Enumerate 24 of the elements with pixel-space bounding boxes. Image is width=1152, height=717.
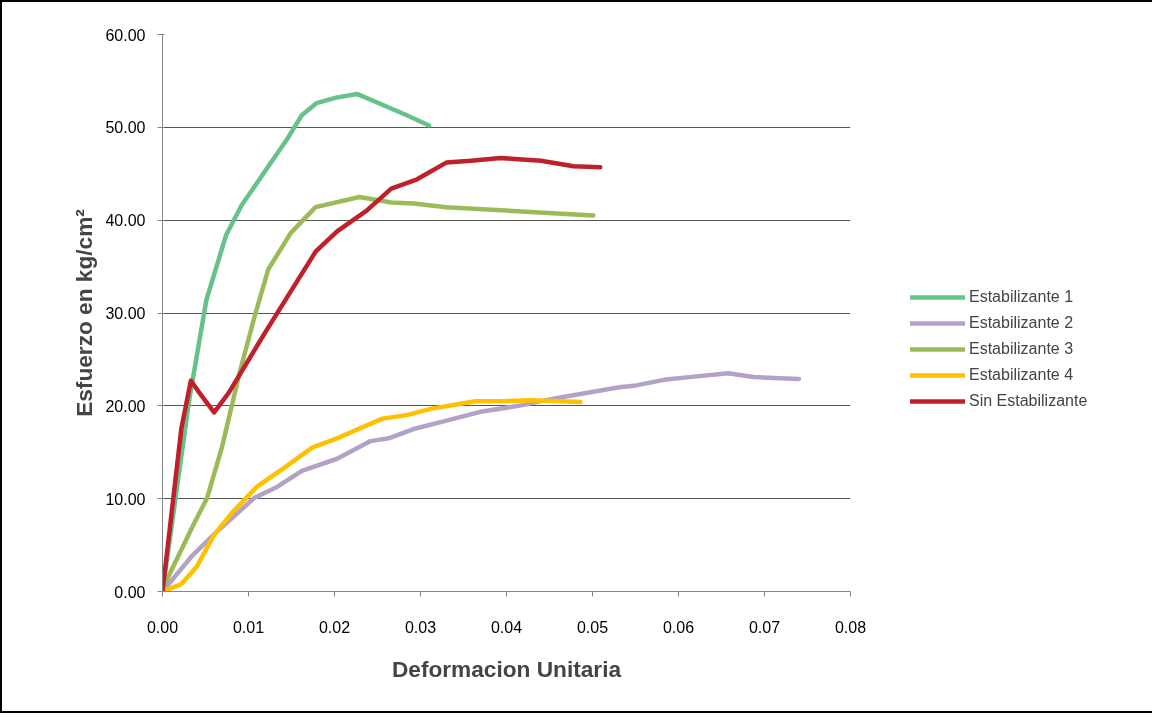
x-tick-label: 0.08 [834,618,867,636]
y-tick-label: 40.00 [105,212,146,230]
line-series [162,398,583,592]
y-tick-label: 50.00 [105,119,146,137]
x-tick-label: 0.05 [576,618,609,636]
y-tick-label: 30.00 [105,305,146,322]
y-tick-label: 0.00 [114,583,146,601]
x-axis-title: Deformacion Unitaria [391,655,622,682]
legend-label: Estabilizante 2 [969,314,1074,332]
legend-label: Sin Estabilizante [969,392,1088,410]
legend-label: Estabilizante 4 [969,366,1074,384]
y-tick-label: 60.00 [105,26,146,44]
y-tick-label: 10.00 [105,490,146,508]
x-tick-label: 0.01 [232,618,265,636]
legend-label: Estabilizante 3 [969,340,1074,358]
x-tick-label: 0.03 [404,618,437,636]
y-tick-label: 20.00 [105,397,146,415]
x-tick-label: 0.00 [146,618,179,636]
legend-label: Estabilizante 1 [969,288,1074,306]
x-tick-label: 0.04 [490,618,523,636]
x-tick-label: 0.06 [662,618,695,636]
x-tick-label: 0.02 [318,618,351,636]
y-axis-title: Esfuerzo en kg/cm² [71,208,98,417]
x-tick-label: 0.07 [748,618,781,636]
